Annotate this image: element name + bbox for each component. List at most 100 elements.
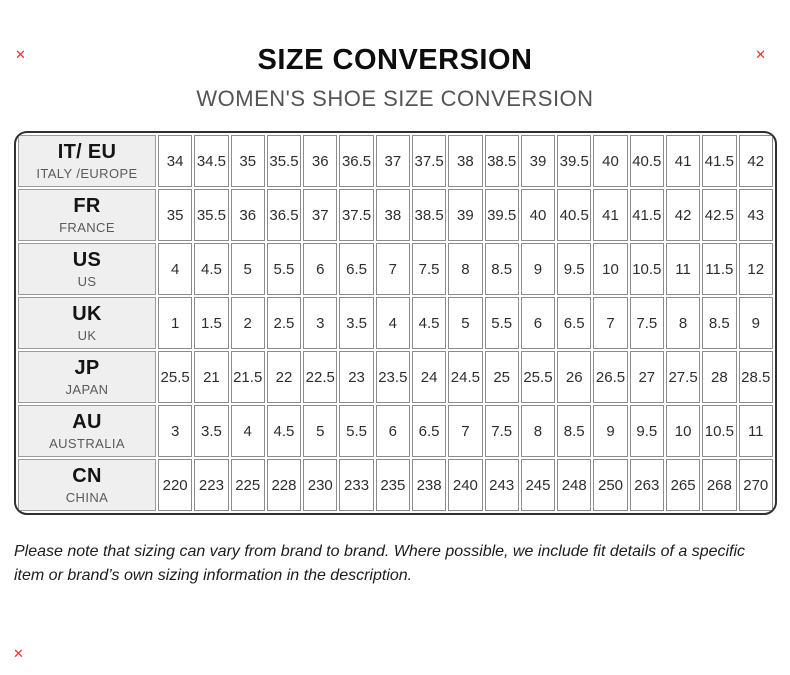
size-cell: 3.5 bbox=[194, 405, 229, 457]
size-cell: 248 bbox=[557, 459, 592, 511]
size-cell: 38 bbox=[448, 135, 483, 187]
size-cell: 9 bbox=[520, 243, 556, 295]
size-cell: 225 bbox=[230, 459, 265, 511]
size-cell: 11.5 bbox=[702, 243, 737, 295]
size-cell: 41 bbox=[665, 135, 701, 187]
size-cell: 2.5 bbox=[266, 297, 302, 349]
region-name: JAPAN bbox=[65, 382, 109, 397]
table-row: UK UK 1 1.5 2 2.5 3 3.5 4 4.5 5 5.5 6 6.5 7 7.5 8 8.5 9 bbox=[18, 297, 773, 349]
size-cell: 4.5 bbox=[411, 297, 447, 349]
size-cell: 4.5 bbox=[194, 243, 229, 295]
size-cell: 26.5 bbox=[593, 351, 628, 403]
size-cell: 39.5 bbox=[557, 135, 592, 187]
size-cell: 8.5 bbox=[484, 243, 519, 295]
size-cell: 10 bbox=[665, 405, 701, 457]
region-name: FRANCE bbox=[59, 220, 115, 235]
table-row: IT/ EU ITALY /EUROPE 34 34.5 35 35.5 36 36.5 37 3… bbox=[18, 135, 773, 187]
region-code: US bbox=[72, 249, 102, 271]
size-cell: 34 bbox=[158, 135, 193, 187]
size-cell: 10 bbox=[593, 243, 628, 295]
size-cell: 35.5 bbox=[266, 135, 302, 187]
table-row: CN CHINA 220 223 225 228 230 233 235 238 240 243 245… bbox=[18, 459, 773, 511]
size-cell: 7 bbox=[375, 243, 410, 295]
size-cell: 233 bbox=[339, 459, 374, 511]
size-cell: 37 bbox=[303, 189, 338, 241]
size-cell: 24 bbox=[411, 351, 447, 403]
size-cell: 42 bbox=[665, 189, 701, 241]
size-cell: 41.5 bbox=[702, 135, 737, 187]
size-cell: 21 bbox=[194, 351, 229, 403]
size-cell: 37.5 bbox=[339, 189, 374, 241]
region-name: AUSTRALIA bbox=[49, 436, 125, 451]
size-cell: 6.5 bbox=[339, 243, 374, 295]
size-cell: 41.5 bbox=[629, 189, 664, 241]
size-cell: 22 bbox=[266, 351, 302, 403]
region-name: UK bbox=[77, 328, 97, 343]
size-cell: 5 bbox=[230, 243, 265, 295]
size-cell: 25.5 bbox=[520, 351, 556, 403]
size-cell: 223 bbox=[194, 459, 229, 511]
size-cell: 7 bbox=[448, 405, 483, 457]
size-cell: 5 bbox=[448, 297, 483, 349]
size-cell: 250 bbox=[593, 459, 628, 511]
size-cell: 35 bbox=[158, 189, 193, 241]
size-cell: 6 bbox=[375, 405, 410, 457]
size-cell: 23 bbox=[339, 351, 374, 403]
size-cell: 6 bbox=[520, 297, 556, 349]
row-header: US US bbox=[18, 243, 156, 295]
size-cell: 36 bbox=[230, 189, 265, 241]
size-cell: 228 bbox=[266, 459, 302, 511]
size-cell: 5 bbox=[303, 405, 338, 457]
row-header: AU AUSTRALIA bbox=[18, 405, 156, 457]
size-cell: 243 bbox=[484, 459, 519, 511]
size-cell: 38.5 bbox=[484, 135, 519, 187]
size-cell: 7 bbox=[593, 297, 628, 349]
size-cell: 8 bbox=[520, 405, 556, 457]
row-header: IT/ EU ITALY /EUROPE bbox=[18, 135, 156, 187]
size-cell: 3 bbox=[303, 297, 338, 349]
size-cell: 5.5 bbox=[266, 243, 302, 295]
region-code: JP bbox=[74, 357, 100, 379]
size-cell: 34.5 bbox=[194, 135, 229, 187]
size-cell: 238 bbox=[411, 459, 447, 511]
sizing-note-line: Please note that sizing can vary from br… bbox=[14, 543, 746, 560]
region-name: ITALY /EUROPE bbox=[36, 166, 138, 181]
sizing-note: Please note that sizing can vary from br… bbox=[14, 540, 770, 588]
size-cell: 27 bbox=[629, 351, 664, 403]
size-cell: 35.5 bbox=[194, 189, 229, 241]
size-cell: 23.5 bbox=[375, 351, 410, 403]
size-cell: 40.5 bbox=[557, 189, 592, 241]
size-cell: 39 bbox=[448, 189, 483, 241]
page-subtitle: WOMEN'S SHOE SIZE CONVERSION bbox=[196, 86, 594, 111]
size-cell: 36.5 bbox=[266, 189, 302, 241]
size-cell: 40 bbox=[520, 189, 556, 241]
table-row: FR FRANCE 35 35.5 36 36.5 37 37.5 38 38.5 39 39.5 40… bbox=[18, 189, 773, 241]
size-cell: 8.5 bbox=[702, 297, 737, 349]
size-cell: 35 bbox=[230, 135, 265, 187]
table-row: US US 4 4.5 5 5.5 6 6.5 7 7.5 8 8.5 9 9.5 10 10.5 11 11.5… bbox=[18, 243, 773, 295]
size-cell: 37.5 bbox=[411, 135, 447, 187]
size-cell: 11 bbox=[665, 243, 701, 295]
size-cell: 1 bbox=[158, 297, 193, 349]
size-cell: 245 bbox=[520, 459, 556, 511]
table-row: AU AUSTRALIA 3 3.5 4 4.5 5 5.5 6 6.5 7 7.5 8 8.5 9 9.5 1… bbox=[18, 405, 773, 457]
size-cell: 9.5 bbox=[557, 243, 592, 295]
size-cell: 220 bbox=[158, 459, 193, 511]
size-cell: 6.5 bbox=[411, 405, 447, 457]
size-cell: 4.5 bbox=[266, 405, 302, 457]
size-cell: 7.5 bbox=[629, 297, 664, 349]
size-cell: 8 bbox=[448, 243, 483, 295]
size-cell: 25.5 bbox=[158, 351, 193, 403]
page-title: SIZE CONVERSION bbox=[257, 44, 533, 76]
size-cell: 230 bbox=[303, 459, 338, 511]
size-cell: 4 bbox=[158, 243, 193, 295]
corner-cross-icon: ✕ bbox=[755, 48, 766, 63]
size-cell: 42.5 bbox=[702, 189, 737, 241]
size-cell: 25 bbox=[484, 351, 519, 403]
region-name: US bbox=[77, 274, 97, 289]
size-cell: 10.5 bbox=[702, 405, 737, 457]
size-cell: 11 bbox=[738, 405, 773, 457]
size-cell: 235 bbox=[375, 459, 410, 511]
size-conversion-table: IT/ EU ITALY /EUROPE 34 34.5 35 35.5 36 36.5 37 3… bbox=[14, 131, 777, 515]
size-table: IT/ EU ITALY /EUROPE 34 34.5 35 35.5 36 36.5 37 3… bbox=[16, 133, 775, 513]
